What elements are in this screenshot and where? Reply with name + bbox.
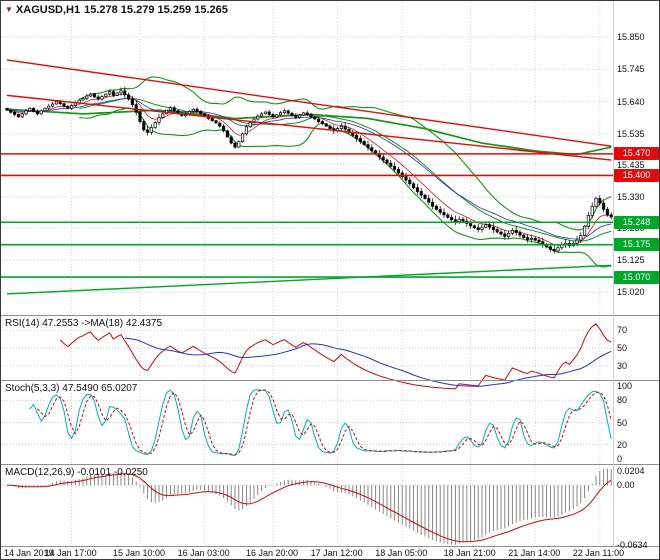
time-axis-tick: 18 Jan 21:00 [443, 548, 496, 558]
macd-layer [6, 468, 612, 545]
price-axis-tick: 15.330 [617, 191, 645, 202]
macd-axis-tick: -0.0634 [617, 540, 648, 550]
chart-title: ▼ XAGUSD,H1 15.278 15.279 15.259 15.265 [5, 4, 228, 16]
price-level-badge[interactable]: 15.400 [614, 168, 659, 182]
time-axis-tick: 14 Jan 17:00 [44, 548, 97, 558]
rsi-layer [59, 323, 612, 390]
levels-layer [1, 59, 613, 295]
rsi-axis-tick: 70 [617, 325, 628, 336]
price-level-badge[interactable]: 15.175 [614, 238, 659, 252]
stoch-indicator-label: Stoch(5,3,3) 47.5490 65.0207 [5, 383, 138, 394]
stoch-axis-tick: 20 [617, 439, 628, 450]
price-axis-tick: 15.745 [617, 64, 645, 75]
price-axis-tick: 15.435 [617, 159, 645, 170]
time-axis-tick: 16 Jan 03:00 [177, 548, 230, 558]
price-axis-tick: 15.125 [617, 255, 645, 266]
macd-indicator-label: MACD(12,26,9) -0.0101 -0.0250 [5, 467, 148, 478]
time-axis-tick: 15 Jan 10:00 [113, 548, 166, 558]
price-level-badge[interactable]: 15.248 [614, 215, 659, 229]
rsi-indicator-label: RSI(14) 47.2553 ->MA(18) 42.4375 [5, 318, 163, 329]
time-axis-tick: 16 Jan 20:00 [246, 548, 299, 558]
rsi-axis-tick: 50 [617, 343, 628, 353]
stoch-axis-tick: 100 [617, 380, 633, 391]
price-axis-tick: 15.535 [617, 128, 645, 139]
price-level-badge[interactable]: 15.070 [614, 270, 659, 284]
price-axis-tick: 15.640 [617, 96, 645, 107]
price-axis-tick: 15.850 [617, 31, 645, 42]
time-axis-tick: 18 Jan 05:00 [375, 548, 428, 558]
stoch-layer [29, 389, 612, 457]
symbol-label: XAGUSD,H1 [15, 4, 81, 16]
grid-layer [1, 3, 613, 545]
stoch-axis-tick: 80 [617, 395, 628, 406]
time-axis-tick: 21 Jan 14:00 [508, 548, 561, 558]
stoch-axis-tick: 50 [617, 417, 628, 428]
quote-ohlc: 15.278 15.279 15.259 15.265 [84, 4, 228, 16]
stoch-axis-tick: 0 [617, 454, 623, 465]
time-axis-tick: 14 Jan 2019 [4, 548, 54, 558]
rsi-axis-tick: 30 [617, 360, 628, 371]
symbol-marker-icon: ▼ [5, 5, 13, 14]
price-axis-tick: 15.020 [617, 287, 645, 298]
candles-layer [5, 86, 613, 255]
time-axis-tick: 22 Jan 11:00 [572, 548, 625, 558]
time-axis-tick: 17 Jan 12:00 [310, 548, 363, 558]
macd-axis-tick: 0.0204 [617, 466, 645, 476]
chrome-layer [1, 1, 659, 547]
macd-axis-tick: 0.00 [617, 480, 635, 491]
price-level-badge[interactable]: 15.470 [614, 147, 659, 161]
